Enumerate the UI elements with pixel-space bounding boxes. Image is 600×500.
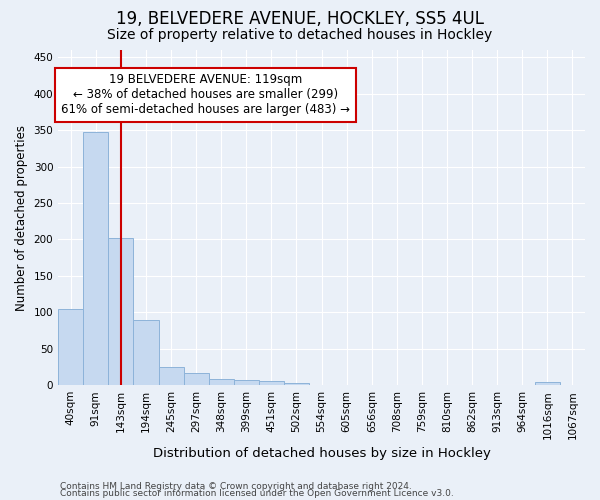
Bar [58,308,83,385]
Text: Contains public sector information licensed under the Open Government Licence v3: Contains public sector information licen… [60,490,454,498]
Bar [284,383,309,385]
Bar [158,367,184,385]
Bar [109,238,133,385]
Text: 19, BELVEDERE AVENUE, HOCKLEY, SS5 4UL: 19, BELVEDERE AVENUE, HOCKLEY, SS5 4UL [116,10,484,28]
Bar [184,373,209,385]
Bar [535,382,560,385]
Text: Size of property relative to detached houses in Hockley: Size of property relative to detached ho… [107,28,493,42]
X-axis label: Distribution of detached houses by size in Hockley: Distribution of detached houses by size … [152,447,491,460]
Y-axis label: Number of detached properties: Number of detached properties [15,124,28,310]
Bar [133,320,158,385]
Text: Contains HM Land Registry data © Crown copyright and database right 2024.: Contains HM Land Registry data © Crown c… [60,482,412,491]
Bar [234,380,259,385]
Bar [259,381,284,385]
Bar [209,378,234,385]
Bar [83,132,109,385]
Text: 19 BELVEDERE AVENUE: 119sqm
← 38% of detached houses are smaller (299)
61% of se: 19 BELVEDERE AVENUE: 119sqm ← 38% of det… [61,74,350,116]
